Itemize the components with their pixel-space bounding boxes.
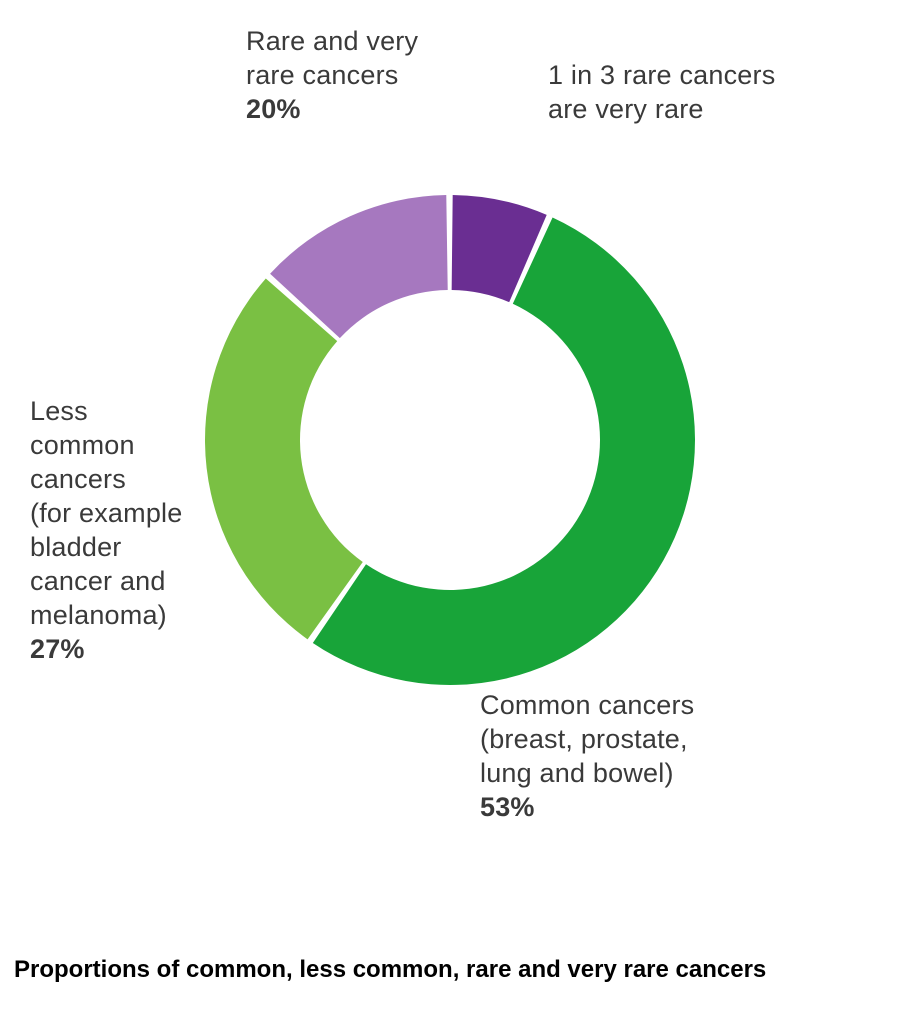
chart-caption: Proportions of common, less common, rare… — [14, 956, 766, 984]
label-line: bladder — [30, 530, 182, 564]
label-line: (for example — [30, 496, 182, 530]
label-common: Common cancers(breast, prostate,lung and… — [480, 688, 694, 824]
label-line: common — [30, 428, 182, 462]
label-very-rare-note: 1 in 3 rare cancersare very rare — [548, 58, 775, 126]
label-line: rare cancers — [246, 58, 418, 92]
label-line: Common cancers — [480, 688, 694, 722]
label-line: cancers — [30, 462, 182, 496]
label-percent: 27% — [30, 632, 182, 666]
label-line: melanoma) — [30, 598, 182, 632]
label-line: Rare and very — [246, 24, 418, 58]
label-percent: 53% — [480, 790, 694, 824]
label-line: lung and bowel) — [480, 756, 694, 790]
label-line: (breast, prostate, — [480, 722, 694, 756]
label-less-common: Lesscommoncancers(for examplebladdercanc… — [30, 394, 182, 666]
label-line: Less — [30, 394, 182, 428]
label-line: are very rare — [548, 92, 775, 126]
label-line: cancer and — [30, 564, 182, 598]
label-rare: Rare and veryrare cancers20% — [246, 24, 418, 126]
label-percent: 20% — [246, 92, 418, 126]
label-line: 1 in 3 rare cancers — [548, 58, 775, 92]
chart-stage: Rare and veryrare cancers20% 1 in 3 rare… — [0, 0, 900, 1009]
